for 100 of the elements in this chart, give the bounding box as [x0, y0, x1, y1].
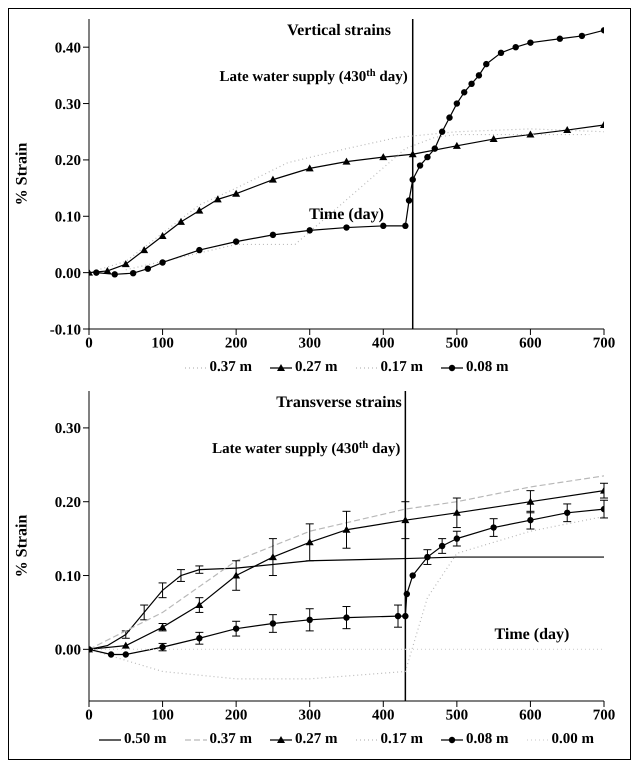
- x-tick-label: 600: [519, 708, 542, 724]
- legend-label: 0.37 m: [210, 359, 252, 376]
- point: [408, 150, 417, 158]
- x-tick-label: 300: [298, 336, 321, 352]
- point: [342, 526, 350, 533]
- point: [401, 516, 410, 524]
- legend-label: 0.50 m: [124, 731, 166, 748]
- legend-label: 0.37 m: [210, 731, 252, 748]
- legend-label: 0.27 m: [295, 359, 338, 376]
- y-tick-label: 0.20: [54, 495, 81, 512]
- x-tick-label: 500: [446, 336, 468, 352]
- point: [498, 50, 504, 56]
- point: [343, 614, 350, 621]
- point: [527, 39, 534, 46]
- point: [122, 642, 130, 649]
- point: [232, 190, 240, 197]
- x-tick-label: 200: [224, 336, 248, 352]
- x-tick-label: 600: [519, 336, 542, 352]
- point: [461, 89, 468, 96]
- point: [490, 135, 498, 142]
- point: [424, 554, 431, 560]
- point: [306, 164, 314, 172]
- x-axis-title: Time (day): [494, 626, 570, 643]
- point: [103, 266, 112, 274]
- point: [379, 153, 388, 160]
- point: [452, 142, 461, 149]
- point: [196, 246, 203, 254]
- y-tick-label: 0.00: [54, 266, 81, 282]
- y-tick-label: -0.10: [50, 322, 81, 338]
- point: [424, 154, 431, 160]
- ref-line-label: Late water supply (430$^{th}$ day): [219, 68, 408, 85]
- y-tick-label: 0.30: [54, 421, 81, 438]
- point: [268, 553, 277, 560]
- point: [196, 635, 203, 642]
- y-tick-label: 0.10: [54, 210, 81, 226]
- y-tick-label: 0.30: [54, 96, 81, 113]
- x-tick-label: 500: [446, 708, 468, 724]
- chart-title: Vertical strains: [287, 22, 391, 39]
- point: [342, 158, 350, 165]
- point: [564, 510, 570, 516]
- point: [108, 651, 114, 658]
- point: [527, 516, 534, 524]
- point: [122, 260, 130, 268]
- x-tick-label: 700: [592, 708, 616, 724]
- point: [410, 176, 416, 183]
- x-tick-label: 300: [298, 708, 321, 724]
- point: [144, 265, 152, 272]
- point: [270, 620, 276, 627]
- x-tick-label: 100: [151, 336, 174, 352]
- x-tick-label: 100: [151, 708, 174, 724]
- point: [122, 651, 129, 658]
- point: [214, 195, 222, 202]
- point: [476, 72, 482, 79]
- point: [232, 238, 240, 245]
- point: [410, 572, 416, 579]
- point: [438, 542, 446, 550]
- point: [93, 269, 100, 276]
- y-tick-label: 0.20: [54, 153, 81, 170]
- point: [490, 524, 497, 531]
- point: [130, 270, 136, 276]
- legend-label: 0.27 m: [295, 731, 338, 748]
- point: [404, 590, 410, 598]
- point: [563, 126, 572, 134]
- legend-label: 0.08 m: [466, 359, 508, 376]
- point: [268, 176, 277, 183]
- y-axis-title: % Strain: [14, 514, 31, 578]
- legend-label: 0.00 m: [552, 731, 594, 748]
- y-axis-title: % Strain: [14, 142, 31, 206]
- point: [176, 218, 185, 225]
- legend-label: 0.17 m: [380, 731, 423, 748]
- point: [380, 222, 386, 230]
- point: [159, 259, 166, 266]
- legend-label: 0.17 m: [380, 359, 423, 376]
- point: [438, 128, 446, 135]
- legend-label: 0.08 m: [466, 731, 508, 748]
- chart-title: Transverse strains: [276, 394, 402, 411]
- point: [578, 32, 586, 40]
- point: [432, 145, 438, 152]
- point: [402, 222, 409, 230]
- point: [158, 232, 167, 239]
- point: [556, 36, 564, 42]
- point: [195, 601, 204, 608]
- point: [343, 224, 350, 231]
- point: [140, 246, 148, 254]
- point: [468, 80, 475, 88]
- point: [112, 271, 118, 278]
- point: [195, 206, 204, 214]
- x-tick-label: 0: [85, 708, 93, 724]
- x-tick-label: 400: [372, 708, 395, 724]
- point: [306, 538, 314, 546]
- point: [406, 197, 412, 204]
- point: [454, 535, 460, 542]
- point: [446, 114, 453, 121]
- point: [232, 572, 240, 579]
- point: [306, 227, 313, 234]
- point: [270, 232, 276, 238]
- point: [232, 625, 240, 632]
- point: [483, 60, 490, 68]
- point: [416, 162, 424, 169]
- point: [394, 612, 402, 620]
